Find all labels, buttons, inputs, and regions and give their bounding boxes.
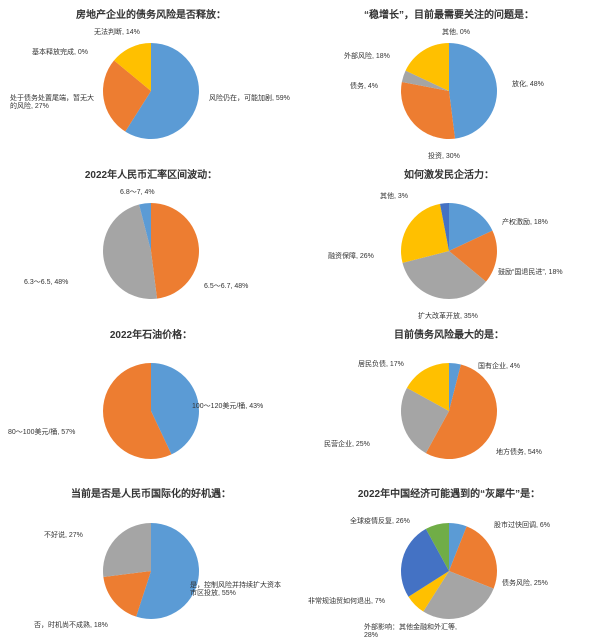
slice-label: 其他, 3%	[380, 193, 408, 201]
slice-label: 放化, 48%	[512, 81, 544, 89]
slice-label: 其他, 0%	[442, 29, 470, 37]
slice-label: 地方债务, 54%	[496, 449, 542, 457]
slice-label: 民营企业, 25%	[324, 441, 370, 449]
slice-label: 6.3～6.5, 48%	[24, 279, 68, 287]
slice-label: 国有企业, 4%	[478, 363, 520, 371]
slice-label: 80～100美元/桶, 57%	[8, 429, 88, 437]
chart-title: 2022年人民币汇率区间波动：	[85, 166, 217, 181]
slice-label: 非常规油贸如何退出, 7%	[308, 598, 388, 606]
chart-title: 如何激发民企活力：	[404, 166, 494, 181]
chart-private-vitality: 如何激发民企活力： 产权激励, 18% 鼓励“国退民进”, 18% 扩大改革开放, 3…	[302, 164, 596, 320]
chart-body: 放化, 48% 投资, 30% 债务, 4% 外部风险, 18% 其他, 0%	[302, 23, 596, 160]
chart-title: 当前是否是人民币国际化的好机遇：	[71, 485, 231, 500]
slice-label: 鼓励“国退民进”, 18%	[498, 269, 578, 277]
slice-label: 否，时机尚不成熟, 18%	[34, 622, 114, 630]
slice-label: 无法判断, 14%	[94, 29, 140, 37]
chart-grid: 房地产企业的债务风险是否释放： 风险仍在，可能加剧, 59% 处于债务处置尾端，暂无…	[0, 0, 600, 643]
chart-title: 2022年中国经济可能遇到的“灰犀牛”是：	[358, 485, 540, 500]
slice-label: 产权激励, 18%	[502, 219, 548, 227]
slice-label: 债务风险, 25%	[502, 580, 548, 588]
chart-title: 房地产企业的债务风险是否释放：	[76, 6, 226, 21]
chart-title: 2022年石油价格：	[110, 326, 192, 341]
slice-label: 100～120美元/桶, 43%	[192, 403, 282, 411]
slice-label: 外部风险, 18%	[344, 53, 390, 61]
chart-rmb-intl: 当前是否是人民币国际化的好机遇： 是，控制风险并持续扩大资本市区投放, 55% 否，…	[4, 483, 298, 639]
slice-label: 风险仍在，可能加剧, 59%	[209, 95, 290, 103]
slice-label: 外部影响：其他金融和外汇等, 28%	[364, 624, 460, 639]
chart-body: 是，控制风险并持续扩大资本市区投放, 55% 否，时机尚不成熟, 18% 不好说, …	[4, 502, 298, 639]
chart-debt-biggest: 目前债务风险最大的是： 国有企业, 4% 地方债务, 54% 民营企业, 25% 居民负…	[302, 324, 596, 480]
slice-label: 居民负债, 17%	[358, 361, 404, 369]
slice-label: 扩大改革开放, 35%	[418, 313, 478, 321]
chart-rmb-range: 2022年人民币汇率区间波动：6.5～6.7, 48%6.3～6.5, 48%6…	[4, 164, 298, 320]
slice-label: 6.8～7, 4%	[120, 189, 155, 197]
chart-grey-rhino: 2022年中国经济可能遇到的“灰犀牛”是： 股市过快回调, 6% 债务风险, 25%…	[302, 483, 596, 639]
slice-label: 投资, 30%	[428, 153, 460, 161]
chart-body: 产权激励, 18% 鼓励“国退民进”, 18% 扩大改革开放, 35% 融资保障, 2…	[302, 183, 596, 320]
chart-body: 6.5～6.7, 48% 6.3～6.5, 48% 6.8～7, 4%	[4, 183, 298, 320]
chart-body: 股市过快回调, 6% 债务风险, 25% 外部影响：其他金融和外汇等, 28% 非常规…	[302, 502, 596, 639]
slice-label: 融资保障, 26%	[328, 253, 374, 261]
slice-label: 基本释放完成, 0%	[32, 49, 88, 57]
slice-label: 6.5～6.7, 48%	[204, 283, 248, 291]
chart-oil-price: 2022年石油价格： 100～120美元/桶, 43% 80～100美元/桶, 57…	[4, 324, 298, 480]
slice-label: 全球疫情反复, 26%	[350, 518, 410, 526]
chart-steady-growth: “稳增长”，目前最需要关注的问题是： 放化, 48% 投资, 30% 债务, 4% 外部…	[302, 4, 596, 160]
chart-body: 国有企业, 4% 地方债务, 54% 民营企业, 25% 居民负债, 17%	[302, 343, 596, 480]
chart-body: 风险仍在，可能加剧, 59% 处于债务处置尾端，暂无大的风险, 27% 基本释放完成…	[4, 23, 298, 160]
chart-title: 目前债务风险最大的是：	[394, 326, 504, 341]
chart-title: “稳增长”，目前最需要关注的问题是：	[364, 6, 534, 21]
slice-label: 是，控制风险并持续扩大资本市区投放, 55%	[190, 582, 286, 597]
slice-label: 股市过快回调, 6%	[494, 522, 550, 530]
chart-debt-risk: 房地产企业的债务风险是否释放： 风险仍在，可能加剧, 59% 处于债务处置尾端，暂无…	[4, 4, 298, 160]
chart-body: 100～120美元/桶, 43% 80～100美元/桶, 57%	[4, 343, 298, 480]
slice-label: 不好说, 27%	[44, 532, 83, 540]
slice-label: 处于债务处置尾端，暂无大的风险, 27%	[10, 95, 98, 110]
slice-label: 债务, 4%	[350, 83, 378, 91]
